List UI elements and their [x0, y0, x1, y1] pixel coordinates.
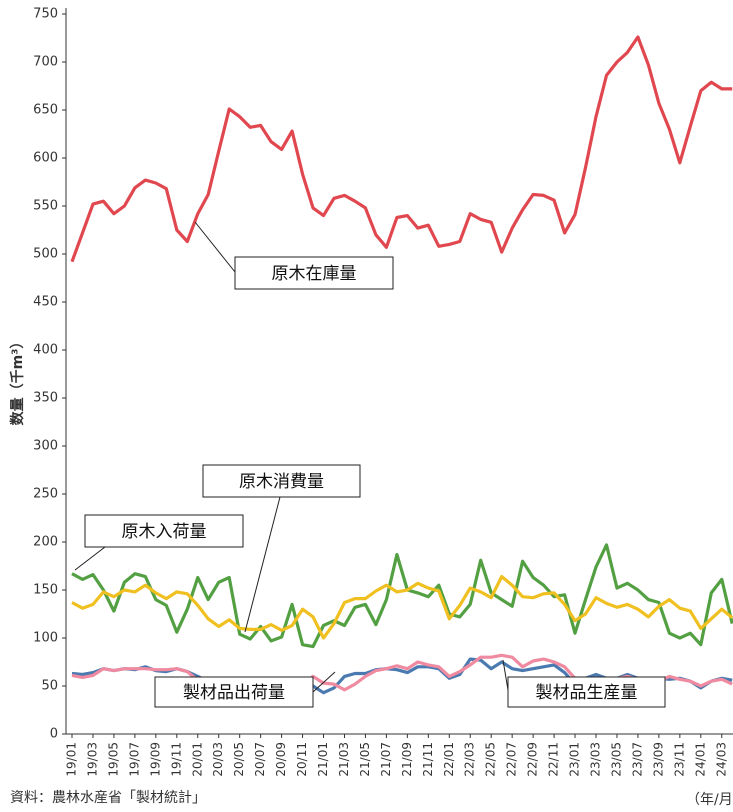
- x-tick-label: 22/07: [505, 742, 519, 777]
- leader-line: [194, 221, 236, 273]
- leader-line: [502, 659, 509, 691]
- annotation: 製材品出荷量: [183, 683, 285, 703]
- leader-line: [74, 546, 106, 571]
- x-tick-label: 20/11: [295, 742, 309, 777]
- y-tick-label: 650: [33, 103, 58, 118]
- y-tick-label: 600: [33, 151, 58, 166]
- x-tick-label: 21/03: [337, 742, 351, 777]
- x-tick-label: 22/03: [463, 742, 477, 777]
- x-tick-label: 23/01: [568, 742, 582, 777]
- annotation: 原木消費量: [239, 472, 324, 492]
- y-tick-label: 200: [33, 535, 58, 550]
- x-tick-label: 24/01: [693, 742, 707, 777]
- x-tick-label: 24/03: [714, 742, 728, 777]
- annotation: 製材品生産量: [536, 683, 638, 703]
- x-tick-label: 22/09: [526, 742, 540, 777]
- x-tick-label: 21/07: [379, 742, 393, 777]
- y-tick-label: 500: [33, 247, 58, 262]
- series-line: [71, 543, 733, 649]
- annotation-box: [84, 514, 244, 548]
- x-tick-label: 22/11: [547, 742, 561, 777]
- x-tick-label: 20/01: [190, 742, 204, 777]
- y-tick-label: 100: [33, 631, 58, 646]
- x-tick-label: 19/11: [169, 742, 183, 777]
- y-tick-label: 150: [33, 583, 58, 598]
- annotation-box: [234, 256, 394, 290]
- x-tick-label: 23/11: [672, 742, 686, 777]
- series-line: [71, 575, 733, 640]
- x-tick-label: 19/07: [127, 742, 141, 777]
- y-tick-label: 250: [33, 487, 58, 502]
- x-tick-label: 21/11: [421, 742, 435, 777]
- x-tick-label: 20/05: [232, 742, 246, 777]
- y-tick-label: 700: [33, 55, 58, 70]
- leader-line: [312, 671, 336, 693]
- x-tick-label: 21/09: [400, 742, 414, 777]
- x-tick-label: 20/03: [211, 742, 225, 777]
- x-tick-label: 20/09: [274, 742, 288, 777]
- x-tick-label: 23/03: [589, 742, 603, 777]
- x-tick-label: 23/09: [651, 742, 665, 777]
- annotation-box: [507, 676, 666, 708]
- x-tick-label: 19/03: [85, 742, 99, 777]
- x-tick-label: 20/07: [253, 742, 267, 777]
- y-tick-label: 750: [33, 7, 58, 22]
- x-tick-label: 19/09: [148, 742, 162, 777]
- series-line: [70, 35, 733, 263]
- y-tick-label: 50: [41, 679, 58, 694]
- annotation-box: [154, 676, 314, 708]
- source: 資料：農林水産省「製材統計」: [10, 790, 206, 806]
- x-tick-label: 22/01: [442, 742, 456, 777]
- y-tick-label: 350: [33, 391, 58, 406]
- annotation-box: [202, 464, 361, 498]
- x-tick-label: 22/05: [484, 742, 498, 777]
- annotation: 原木入荷量: [122, 522, 207, 542]
- x-tick-label: 23/05: [609, 742, 623, 777]
- x-tick-label: 21/05: [358, 742, 372, 777]
- y-tick-label: 450: [33, 295, 58, 310]
- x-tick-label: 19/01: [65, 742, 79, 777]
- y-tick-label: 0: [50, 727, 58, 742]
- x-unit: （年/月）: [686, 792, 733, 808]
- y-tick-label: 400: [33, 343, 58, 358]
- y-tick-label: 300: [33, 439, 58, 454]
- x-tick-label: 19/05: [106, 742, 120, 777]
- y-axis-label: 数量（千m³）: [9, 335, 26, 426]
- x-tick-label: 23/07: [630, 742, 644, 777]
- annotation: 原木在庫量: [272, 264, 357, 284]
- y-tick-label: 550: [33, 199, 58, 214]
- leader-line: [244, 496, 281, 633]
- x-tick-label: 21/01: [316, 742, 330, 777]
